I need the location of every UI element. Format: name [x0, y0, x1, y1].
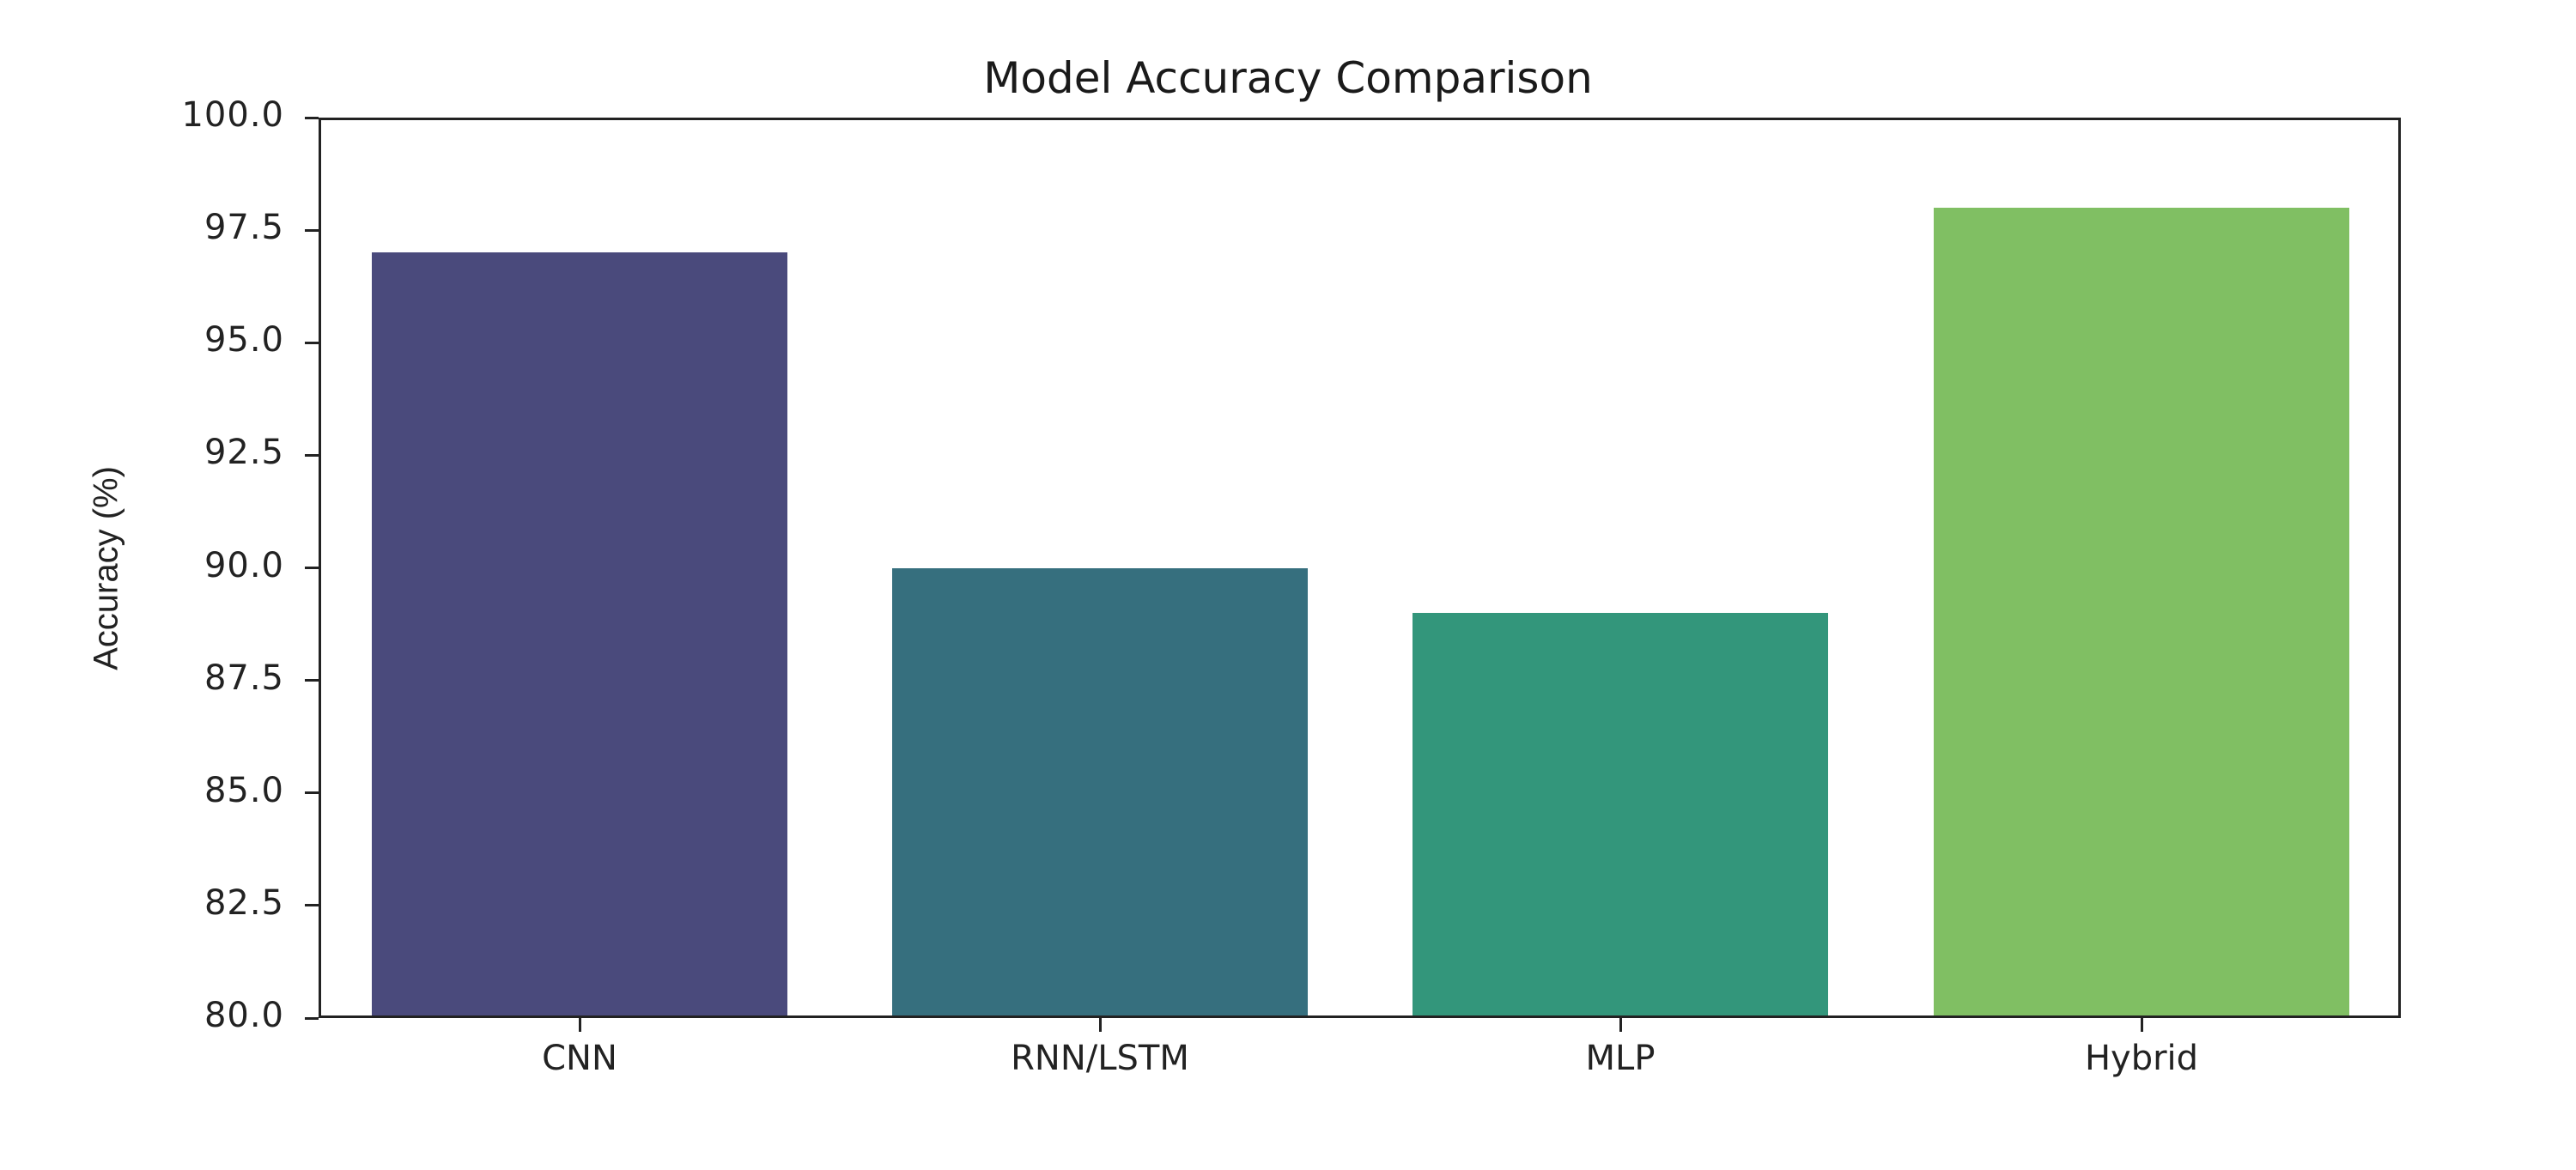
x-tick-mark: [1098, 1018, 1102, 1032]
y-tick-mark: [305, 453, 319, 457]
bar-cnn: [372, 252, 787, 1015]
y-tick-label: 97.5: [204, 208, 284, 248]
y-tick-mark: [305, 116, 319, 119]
y-tick-mark: [305, 791, 319, 795]
y-tick-label: 95.0: [204, 320, 284, 361]
x-tick-label: Hybrid: [2084, 1039, 2199, 1078]
y-tick-label: 90.0: [204, 545, 284, 585]
x-tick-mark: [1619, 1018, 1622, 1032]
x-tick-label: MLP: [1585, 1039, 1656, 1078]
bar-mlp: [1413, 612, 1828, 1015]
y-tick-label: 92.5: [204, 433, 284, 473]
y-tick-mark: [305, 904, 319, 907]
y-tick-mark: [305, 341, 319, 344]
plot-area: [319, 118, 2401, 1018]
x-tick-label: CNN: [542, 1039, 617, 1078]
y-tick-mark: [305, 567, 319, 569]
x-tick-label: RNN/LSTM: [1011, 1039, 1189, 1078]
y-tick-label: 80.0: [204, 996, 284, 1035]
y-tick-mark: [305, 679, 319, 682]
y-tick-mark: [305, 1016, 319, 1020]
x-tick-mark: [2140, 1018, 2143, 1032]
chart-title: Model Accuracy Comparison: [983, 53, 1593, 103]
y-tick-label: 100.0: [181, 95, 284, 135]
x-tick-mark: [578, 1018, 581, 1032]
y-tick-mark: [305, 228, 319, 232]
y-axis-label: Accuracy (%): [87, 466, 125, 670]
y-tick-label: 87.5: [204, 658, 284, 698]
y-tick-label: 85.0: [204, 770, 284, 810]
bar-rnn-lstm: [892, 567, 1308, 1015]
bar-hybrid: [1934, 207, 2349, 1015]
y-tick-label: 82.5: [204, 882, 284, 923]
